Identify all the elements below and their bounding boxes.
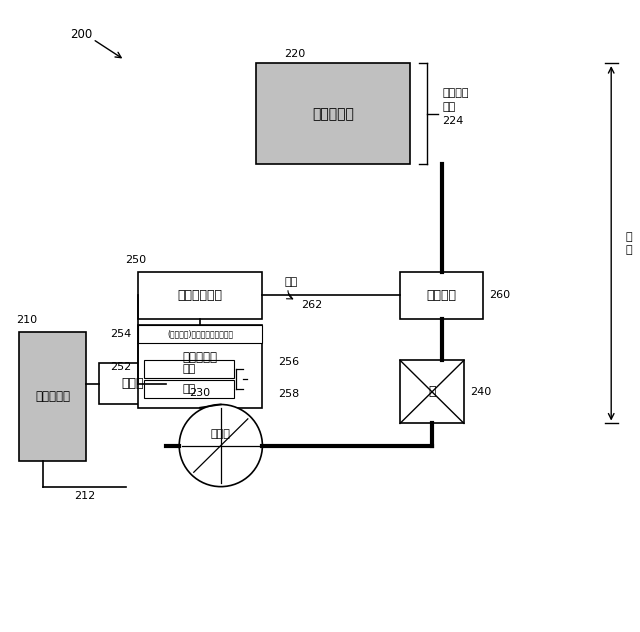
Text: 第２の容器: 第２の容器 — [312, 107, 354, 121]
Text: 256: 256 — [278, 356, 300, 367]
Text: (１以上の)デューティサイクル: (１以上の)デューティサイクル — [167, 330, 233, 339]
FancyBboxPatch shape — [138, 325, 262, 408]
Text: 電流: 電流 — [182, 384, 196, 394]
FancyBboxPatch shape — [400, 272, 483, 319]
Text: 閔値充填
状態
224: 閔値充填 状態 224 — [442, 88, 468, 126]
Text: センサー: センサー — [427, 289, 456, 302]
FancyBboxPatch shape — [400, 360, 464, 423]
Text: 258: 258 — [278, 389, 300, 399]
Text: コントローラ: コントローラ — [177, 289, 223, 302]
FancyBboxPatch shape — [99, 363, 166, 404]
FancyBboxPatch shape — [138, 325, 262, 343]
Text: 第１の容器: 第１の容器 — [35, 390, 70, 403]
Text: 262: 262 — [301, 300, 322, 310]
Text: 弁: 弁 — [428, 386, 436, 398]
Text: れ
幅: れ 幅 — [625, 232, 632, 255]
Text: 圧力: 圧力 — [285, 277, 298, 286]
Text: ポンプ状態: ポンプ状態 — [182, 351, 218, 363]
Text: 212: 212 — [74, 491, 95, 501]
Text: 電圧: 電圧 — [182, 364, 196, 374]
Text: 220: 220 — [284, 49, 305, 59]
Text: 検出器: 検出器 — [122, 377, 144, 391]
Text: 252: 252 — [110, 362, 131, 372]
Circle shape — [179, 404, 262, 487]
Text: 210: 210 — [16, 315, 37, 325]
Text: 254: 254 — [110, 329, 131, 339]
FancyBboxPatch shape — [138, 272, 262, 319]
FancyBboxPatch shape — [19, 332, 86, 461]
Text: 230: 230 — [189, 388, 210, 398]
Text: 250: 250 — [125, 255, 146, 265]
FancyBboxPatch shape — [144, 360, 234, 378]
Text: 200: 200 — [70, 28, 93, 41]
Text: 240: 240 — [470, 387, 492, 397]
Text: 260: 260 — [490, 291, 511, 300]
FancyBboxPatch shape — [144, 380, 234, 398]
FancyBboxPatch shape — [256, 63, 410, 164]
Text: ポンプ: ポンプ — [211, 429, 231, 439]
